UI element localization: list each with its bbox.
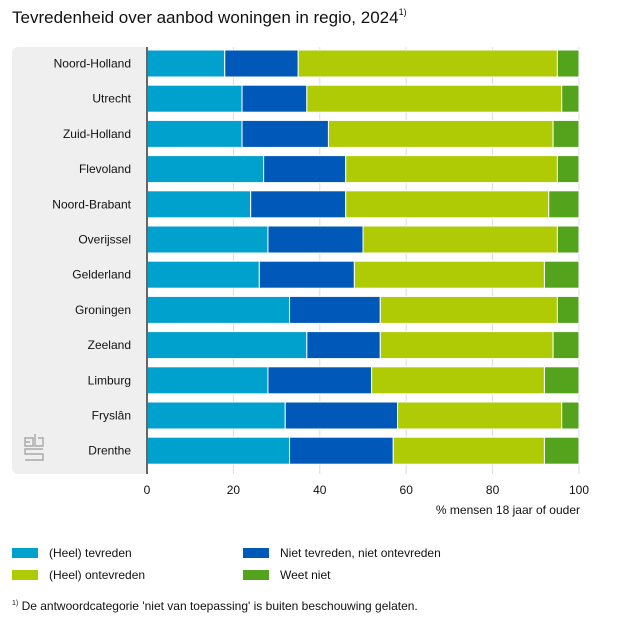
- bar-gelderland-weet-niet: [543, 260, 580, 289]
- category-label-flevoland: Flevoland: [79, 162, 131, 176]
- legend-label: Niet tevreden, niet ontevreden: [280, 546, 441, 560]
- bar-gelderland-niet-tevreden-niet-ontevreden: [258, 260, 355, 289]
- bar-noord-holland-niet-tevreden-niet-ontevreden: [224, 49, 299, 78]
- y-axis-line: [146, 47, 148, 474]
- category-label-drenthe: Drenthe: [88, 444, 131, 458]
- bar-drenthe-niet-tevreden-niet-ontevreden: [289, 436, 394, 465]
- bar-fryslan-weet-niet: [561, 401, 580, 430]
- title-footnote-marker: 1): [398, 7, 407, 17]
- bar-groningen-heel-ontevreden: [379, 295, 558, 324]
- category-label-gelderland: Gelderland: [72, 268, 131, 282]
- bar-flevoland-heel-tevreden: [146, 155, 265, 184]
- legend-swatch: [12, 548, 38, 558]
- category-label-fryslan: Fryslân: [92, 409, 131, 423]
- legend-item-heel-tevreden: (Heel) tevreden: [12, 546, 132, 560]
- category-label-zeeland: Zeeland: [88, 338, 131, 352]
- bar-zuid-holland-heel-tevreden: [146, 119, 243, 148]
- bar-limburg-weet-niet: [543, 366, 580, 395]
- bar-overijssel-heel-tevreden: [146, 225, 269, 254]
- legend-label: (Heel) tevreden: [49, 546, 132, 560]
- legend-swatch: [243, 548, 269, 558]
- bar-limburg-heel-tevreden: [146, 366, 269, 395]
- bar-drenthe-heel-tevreden: [146, 436, 291, 465]
- x-tick-label-60: 60: [400, 483, 414, 497]
- category-label-utrecht: Utrecht: [92, 92, 131, 106]
- bar-zuid-holland-heel-ontevreden: [327, 119, 554, 148]
- x-tick-label-100: 100: [569, 483, 589, 497]
- footnote-text: De antwoordcategorie 'niet van toepassin…: [21, 599, 418, 613]
- bar-noord-holland-heel-tevreden: [146, 49, 226, 78]
- chart-title-text: Tevredenheid over aanbod woningen in reg…: [12, 8, 399, 27]
- bar-zuid-holland-weet-niet: [552, 119, 580, 148]
- category-labels: Noord-Holland Utrecht Zuid-Holland Flevolan…: [52, 57, 131, 458]
- bar-utrecht-heel-ontevreden: [306, 84, 563, 113]
- bar-limburg-heel-ontevreden: [371, 366, 545, 395]
- x-tick-label-0: 0: [144, 483, 151, 497]
- category-label-noord-brabant: Noord-Brabant: [52, 197, 131, 211]
- bar-noord-brabant-heel-tevreden: [146, 190, 252, 219]
- category-label-limburg: Limburg: [88, 373, 131, 387]
- category-label-noord-holland: Noord-Holland: [54, 57, 131, 71]
- bar-utrecht-niet-tevreden-niet-ontevreden: [241, 84, 308, 113]
- bar-utrecht-heel-tevreden: [146, 84, 243, 113]
- legend-item-heel-ontevreden: (Heel) ontevreden: [12, 568, 145, 582]
- category-label-overijssel: Overijssel: [78, 233, 131, 247]
- bar-gelderland-heel-tevreden: [146, 260, 260, 289]
- category-label-zuid-holland: Zuid-Holland: [63, 127, 131, 141]
- bar-flevoland-heel-ontevreden: [345, 155, 558, 184]
- x-tick-label-20: 20: [227, 483, 241, 497]
- bar-flevoland-weet-niet: [556, 155, 580, 184]
- bar-fryslan-heel-tevreden: [146, 401, 286, 430]
- bars: [146, 49, 580, 465]
- legend-item-niet-tevreden-niet-ontevreden: Niet tevreden, niet ontevreden: [243, 546, 441, 560]
- bar-zeeland-heel-ontevreden: [379, 331, 554, 360]
- legend-swatch: [12, 570, 38, 580]
- bar-zeeland-weet-niet: [552, 331, 580, 360]
- bar-groningen-heel-tevreden: [146, 295, 291, 324]
- bar-overijssel-weet-niet: [556, 225, 580, 254]
- bar-zeeland-heel-tevreden: [146, 331, 308, 360]
- bar-noord-holland-heel-ontevreden: [297, 49, 558, 78]
- bar-groningen-niet-tevreden-niet-ontevreden: [289, 295, 381, 324]
- bar-noord-brabant-heel-ontevreden: [345, 190, 550, 219]
- x-tick-labels: 0 20 40 60 80 100: [144, 483, 590, 497]
- bar-noord-brabant-weet-niet: [548, 190, 580, 219]
- bar-drenthe-weet-niet: [543, 436, 580, 465]
- bar-limburg-niet-tevreden-niet-ontevreden: [267, 366, 373, 395]
- footnote: 1) De antwoordcategorie 'niet van toepas…: [12, 599, 418, 613]
- footnote-marker: 1): [12, 600, 19, 607]
- bar-zeeland-niet-tevreden-niet-ontevreden: [306, 331, 381, 360]
- legend-label: (Heel) ontevreden: [49, 568, 146, 582]
- chart-title: Tevredenheid over aanbod woningen in reg…: [12, 7, 407, 28]
- legend-swatch: [243, 570, 269, 580]
- bar-noord-holland-weet-niet: [556, 49, 580, 78]
- bar-drenthe-heel-ontevreden: [392, 436, 545, 465]
- bar-noord-brabant-niet-tevreden-niet-ontevreden: [250, 190, 347, 219]
- legend-label: Weet niet: [280, 568, 331, 582]
- legend-item-weet-niet: Weet niet: [243, 568, 330, 582]
- bar-flevoland-niet-tevreden-niet-ontevreden: [263, 155, 347, 184]
- bar-utrecht-weet-niet: [561, 84, 580, 113]
- bar-groningen-weet-niet: [556, 295, 580, 324]
- bar-fryslan-heel-ontevreden: [397, 401, 563, 430]
- category-label-panel: [12, 47, 148, 474]
- bar-overijssel-niet-tevreden-niet-ontevreden: [267, 225, 364, 254]
- x-axis-label: % mensen 18 jaar of ouder: [435, 503, 580, 517]
- cbs-logo-icon: [24, 434, 44, 461]
- category-label-groningen: Groningen: [75, 303, 131, 317]
- x-tick-label-40: 40: [313, 483, 327, 497]
- x-tick-label-80: 80: [486, 483, 500, 497]
- bar-overijssel-heel-ontevreden: [362, 225, 558, 254]
- bar-fryslan-niet-tevreden-niet-ontevreden: [284, 401, 399, 430]
- bar-zuid-holland-niet-tevreden-niet-ontevreden: [241, 119, 329, 148]
- bar-gelderland-heel-ontevreden: [353, 260, 545, 289]
